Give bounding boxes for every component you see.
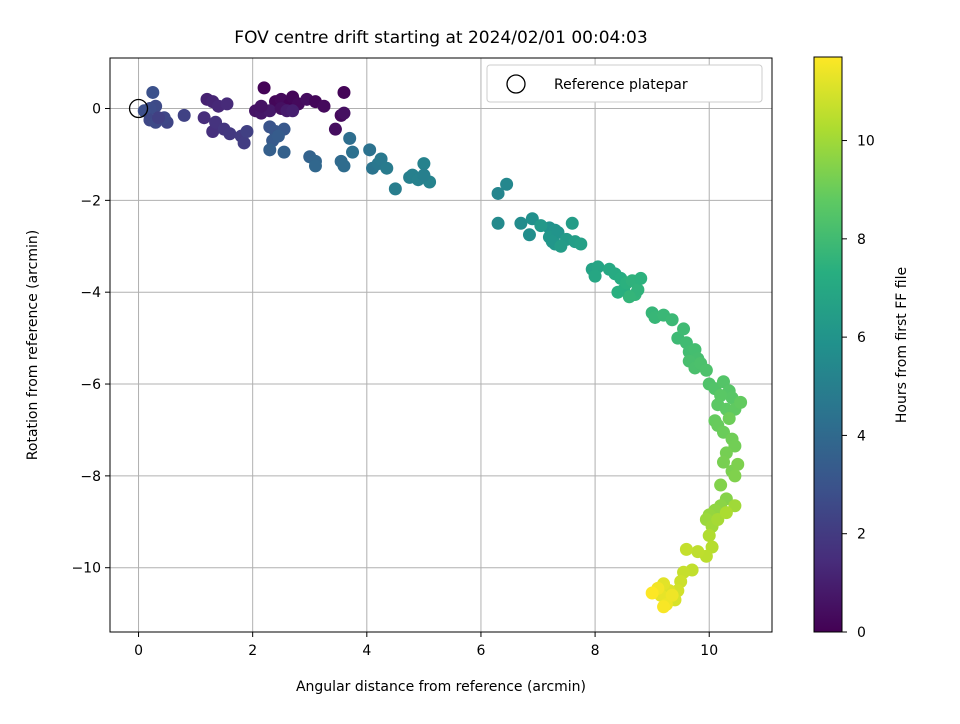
data-point	[657, 600, 671, 614]
data-point	[308, 159, 322, 173]
colorbar-tick-label: 6	[857, 330, 866, 346]
data-point	[702, 529, 716, 543]
data-point	[146, 85, 160, 99]
y-tick-label: −8	[80, 469, 101, 485]
colorbar: 0 2 4 6 8 10 Hours from first FF file	[813, 56, 910, 641]
data-point	[719, 506, 733, 520]
colorbar-tick-label: 10	[857, 134, 875, 150]
data-point	[691, 545, 705, 559]
y-tick-label: −4	[80, 285, 101, 301]
colorbar-ticks: 0 2 4 6 8 10	[842, 134, 875, 641]
legend-label: Reference platepar	[554, 77, 688, 93]
data-point	[679, 542, 693, 556]
data-point	[417, 168, 431, 182]
data-point	[417, 157, 431, 171]
colorbar-tick-label: 8	[857, 232, 866, 248]
data-point	[622, 290, 636, 304]
legend: Reference platepar	[486, 64, 763, 103]
data-point	[491, 216, 505, 230]
data-point	[277, 145, 291, 159]
y-tick-label: −10	[71, 561, 101, 577]
data-point	[491, 186, 505, 200]
colorbar-label: Hours from first FF file	[894, 267, 910, 423]
data-point	[728, 469, 742, 483]
data-point	[734, 395, 748, 409]
data-point	[257, 81, 271, 95]
data-point	[363, 143, 377, 157]
reference-marker	[128, 98, 149, 119]
data-point	[220, 97, 234, 111]
y-axis-label: Rotation from reference (arcmin)	[25, 230, 41, 460]
data-point	[665, 588, 679, 602]
reference-platepar-point	[128, 98, 149, 119]
x-tick-label: 8	[591, 643, 600, 659]
data-point	[337, 159, 351, 173]
data-point	[500, 177, 514, 191]
data-point	[645, 586, 659, 600]
data-point	[223, 127, 237, 141]
x-axis-label: Angular distance from reference (arcmin)	[296, 679, 586, 695]
data-point	[337, 106, 351, 120]
data-point	[677, 322, 691, 336]
data-point	[337, 85, 351, 99]
colorbar-gradient	[813, 56, 843, 633]
y-tick-label: 0	[92, 102, 101, 118]
data-point	[716, 455, 730, 469]
y-axis-ticks: 0 −2 −4 −6 −8 −10	[71, 102, 110, 577]
data-point	[271, 129, 285, 143]
data-point	[699, 363, 713, 377]
grid-lines	[110, 58, 772, 632]
data-point	[588, 269, 602, 283]
chart-title: FOV centre drift starting at 2024/02/01 …	[234, 28, 647, 48]
data-point	[343, 131, 357, 145]
data-point	[534, 219, 548, 233]
data-point	[254, 99, 268, 113]
colorbar-tick-label: 4	[857, 428, 866, 444]
data-point	[514, 216, 528, 230]
data-point	[731, 457, 745, 471]
data-point	[237, 136, 251, 150]
x-tick-label: 4	[362, 643, 371, 659]
y-tick-label: −6	[80, 377, 101, 393]
data-point	[634, 271, 648, 285]
y-tick-label: −2	[80, 193, 101, 209]
data-point	[565, 216, 579, 230]
data-point	[714, 478, 728, 492]
data-point	[722, 411, 736, 425]
x-tick-label: 10	[700, 643, 718, 659]
data-point	[263, 143, 277, 157]
data-point	[388, 182, 402, 196]
data-point	[665, 313, 679, 327]
legend-box	[486, 64, 763, 103]
data-point	[328, 122, 342, 136]
data-point	[317, 99, 331, 113]
x-axis-ticks: 0 2 4 6 8 10	[134, 632, 718, 659]
x-tick-label: 0	[134, 643, 143, 659]
data-point	[346, 145, 360, 159]
data-point	[522, 228, 536, 242]
plot-frame	[109, 57, 773, 633]
colorbar-tick-label: 2	[857, 527, 866, 543]
legend-circle-icon	[506, 74, 526, 94]
data-point	[286, 104, 300, 118]
data-point	[177, 108, 191, 122]
colorbar-tick-label: 0	[857, 625, 866, 641]
data-point	[380, 161, 394, 175]
data-point	[197, 111, 211, 125]
data-point	[554, 239, 568, 253]
data-point	[574, 237, 588, 251]
data-points	[137, 81, 748, 614]
x-tick-label: 2	[248, 643, 257, 659]
x-tick-label: 6	[476, 643, 485, 659]
data-point	[152, 111, 166, 125]
data-point	[240, 124, 254, 138]
data-point	[611, 285, 625, 299]
